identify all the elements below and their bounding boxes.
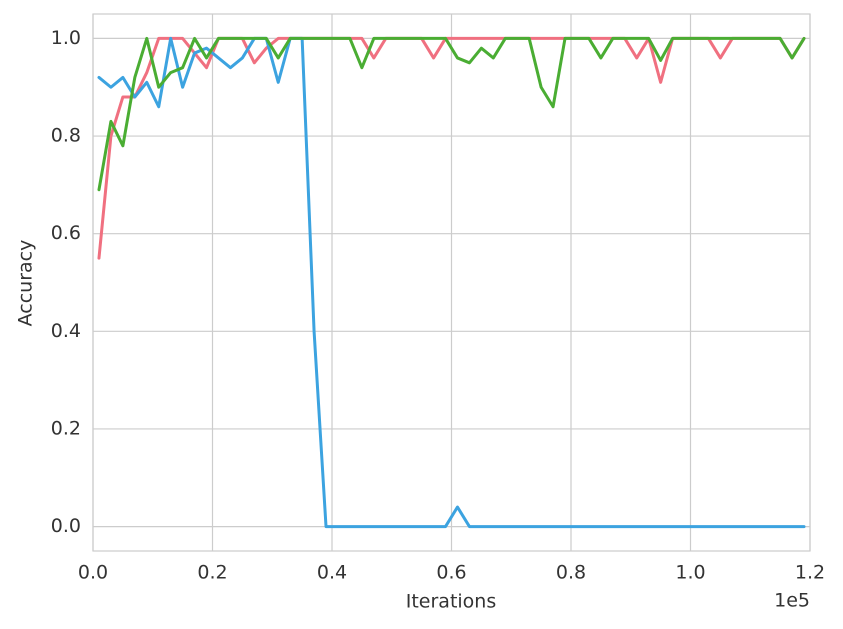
x-tick-label: 1.0 — [675, 562, 705, 584]
x-tick-label: 0.2 — [197, 562, 227, 584]
x-axis-label: Iterations — [406, 591, 497, 613]
x-tick-label: 0.6 — [436, 562, 466, 584]
x-offset-label: 1e5 — [774, 590, 810, 612]
y-tick-label: 0.8 — [51, 125, 81, 147]
line-series — [97, 36, 806, 529]
y-tick-label: 1.0 — [51, 27, 81, 49]
x-tick-label: 0.4 — [317, 562, 347, 584]
y-tick-label: 0.4 — [51, 320, 81, 342]
y-tick-label: 0.2 — [51, 417, 81, 439]
x-tick-label: 0.0 — [78, 562, 108, 584]
plot-frame — [92, 13, 811, 552]
y-tick-label: 0.6 — [51, 222, 81, 244]
y-axis-label: Accuracy — [15, 240, 37, 327]
x-tick-label: 0.8 — [556, 562, 586, 584]
y-tick-label: 0.0 — [51, 515, 81, 537]
x-tick-label: 1.2 — [795, 562, 825, 584]
line-series — [97, 36, 806, 192]
